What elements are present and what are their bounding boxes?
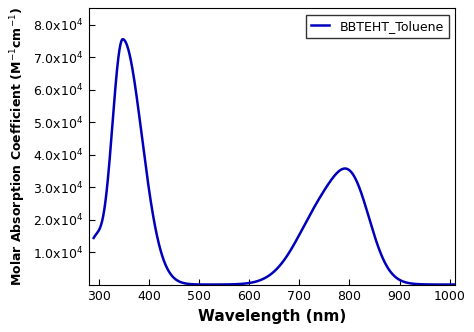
BBTEHT_Toluene [120,37,126,41]
Line: BBTEHT_Toluene: BBTEHT_Toluene [94,39,455,285]
Y-axis label: Molar Absorption Coefficient (M$^{-1}$cm$^{-1}$): Molar Absorption Coefficient (M$^{-1}$cm… [9,7,28,286]
Legend: BBTEHT_Toluene: BBTEHT_Toluene [306,15,448,38]
X-axis label: Wavelength (nm): Wavelength (nm) [198,309,346,324]
BBTEHT_Toluene [132,83,138,87]
BBTEHT_Toluene [245,281,251,285]
BBTEHT_Toluene [229,282,235,286]
BBTEHT_Toluene [406,281,412,285]
BBTEHT_Toluene [445,283,451,287]
BBTEHT_Toluene [91,236,97,240]
BBTEHT_Toluene [452,283,457,287]
BBTEHT_Toluene [154,231,159,235]
